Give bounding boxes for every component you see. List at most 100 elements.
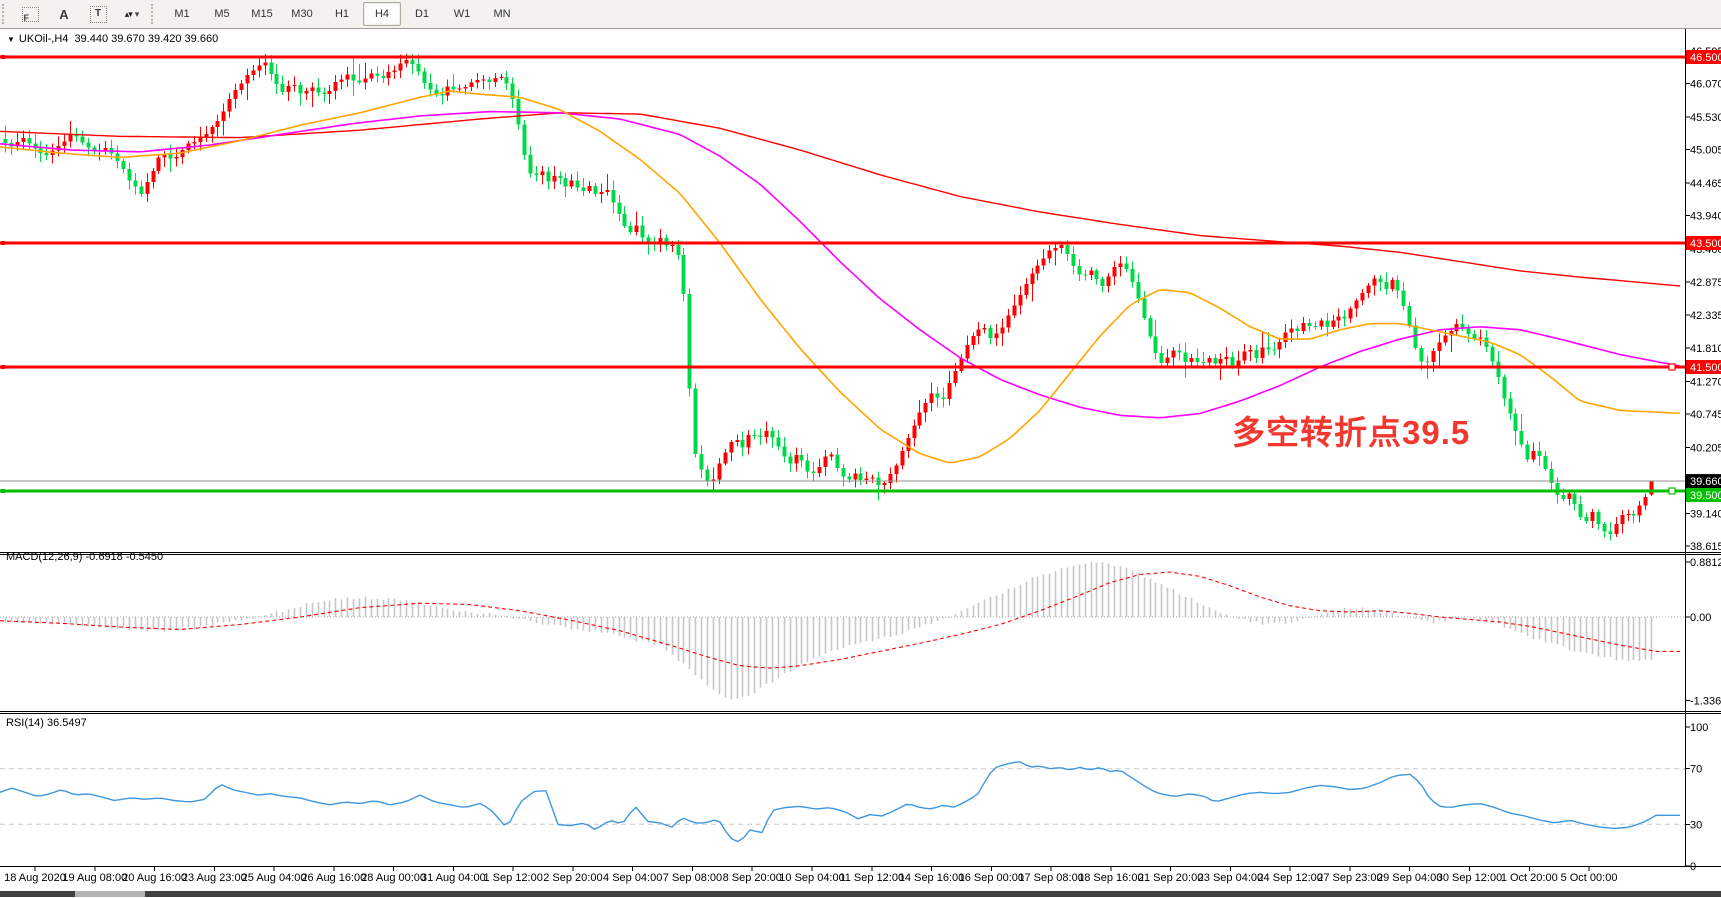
text-label-tool-icon[interactable]: T (82, 2, 114, 26)
svg-text:39.500: 39.500 (1690, 490, 1721, 502)
svg-text:1 Oct 20:00: 1 Oct 20:00 (1501, 872, 1558, 884)
ma-magenta-line (0, 110, 1681, 419)
svg-text:10 Sep 04:00: 10 Sep 04:00 (779, 872, 844, 884)
svg-text:30: 30 (1690, 819, 1702, 831)
level-right-handle[interactable] (1668, 487, 1676, 495)
chart-title: ▼ UKOil-,H4 39.440 39.670 39.420 39.660 (7, 33, 218, 45)
level-left-handle[interactable] (1, 241, 5, 245)
svg-text:41.270: 41.270 (1690, 376, 1721, 388)
timeframe-button-m15[interactable]: M15 (251, 8, 273, 20)
svg-text:28 Aug 00:00: 28 Aug 00:00 (361, 872, 426, 884)
svg-text:38.615: 38.615 (1690, 541, 1721, 553)
arrows-glyph: ▴▾ (124, 8, 133, 19)
price-axis[interactable]: 46.59546.07045.53045.00544.46543.94043.4… (1686, 46, 1721, 873)
svg-text:42.335: 42.335 (1690, 310, 1721, 322)
svg-text:23 Sep 04:00: 23 Sep 04:00 (1198, 872, 1263, 884)
candles (3, 53, 1654, 541)
panel-borders (0, 28, 1721, 867)
svg-text:2 Sep 20:00: 2 Sep 20:00 (543, 872, 602, 884)
chart-annotation-text: 多空转折点39.5 (1232, 414, 1471, 451)
symbol-period-label: UKOil-,H4 (18, 33, 69, 45)
timeframe-button-m1[interactable]: M1 (174, 8, 190, 20)
svg-text:18 Sep 16:00: 18 Sep 16:00 (1078, 872, 1143, 884)
svg-text:41.810: 41.810 (1690, 343, 1721, 355)
svg-text:30 Sep 12:00: 30 Sep 12:00 (1437, 872, 1502, 884)
rsi-line (0, 761, 1680, 843)
svg-text:24 Sep 12:00: 24 Sep 12:00 (1257, 872, 1322, 884)
timeframe-button-w1[interactable]: W1 (453, 8, 471, 20)
timeframe-button-m30[interactable]: M30 (291, 8, 313, 20)
svg-text:46.500: 46.500 (1690, 52, 1721, 64)
svg-text:25 Aug 04:00: 25 Aug 04:00 (242, 872, 307, 884)
level-left-handle[interactable] (1, 365, 5, 369)
svg-text:16 Sep 00:00: 16 Sep 00:00 (959, 872, 1024, 884)
ma-orange-line (0, 90, 1681, 464)
macd-values: -0.6918 -0.5450 (85, 551, 164, 563)
svg-text:1 Sep 12:00: 1 Sep 12:00 (483, 872, 542, 884)
macd-signal-line (0, 571, 1680, 669)
timeframe-button-d1[interactable]: D1 (414, 8, 430, 20)
main-price-panel[interactable] (0, 53, 1685, 541)
text-label-glyph: T (89, 5, 107, 23)
text-tool-glyph: A (59, 6, 69, 22)
arrows-tool-icon[interactable]: ▴▾ ▾ (116, 2, 148, 26)
svg-text:23 Aug 23:00: 23 Aug 23:00 (182, 872, 247, 884)
toolbar: F A T ▴▾ ▾ M1 M5 M15 M30 H1 H4 D1 W1 MN (0, 0, 1721, 29)
svg-text:0.8812: 0.8812 (1690, 557, 1721, 569)
svg-text:20 Aug 16:00: 20 Aug 16:00 (122, 872, 187, 884)
svg-text:8 Sep 20:00: 8 Sep 20:00 (723, 872, 782, 884)
svg-text:39.660: 39.660 (1690, 476, 1721, 488)
svg-text:45.005: 45.005 (1690, 145, 1721, 157)
macd-name: MACD(12,26,9) (6, 551, 83, 563)
svg-text:11 Sep 12:00: 11 Sep 12:00 (839, 872, 904, 884)
timeframe-button-group: M1 M5 M15 M30 H1 H4 D1 W1 MN (162, 2, 522, 26)
scrollbar-thumb[interactable] (75, 891, 145, 897)
svg-text:39.140: 39.140 (1690, 508, 1721, 520)
rsi-name: RSI(14) (6, 717, 44, 729)
svg-text:18 Aug 2020: 18 Aug 2020 (4, 872, 66, 884)
timeframe-button-mn[interactable]: MN (493, 8, 511, 20)
horizontal-scrollbar[interactable] (0, 891, 1721, 897)
fibonacci-tool-icon[interactable]: F (14, 2, 46, 26)
timeframe-button-m5[interactable]: M5 (214, 8, 230, 20)
timeframe-button-h1[interactable]: H1 (334, 8, 350, 20)
level-left-handle[interactable] (1, 55, 5, 59)
svg-text:46.070: 46.070 (1690, 79, 1721, 91)
svg-text:40.745: 40.745 (1690, 409, 1721, 421)
chart-dropdown-icon[interactable]: ▼ (7, 35, 15, 44)
svg-text:5 Oct 00:00: 5 Oct 00:00 (1561, 872, 1618, 884)
chevron-down-icon[interactable]: ▾ (134, 8, 140, 19)
svg-text:-1.3368: -1.3368 (1690, 696, 1721, 708)
svg-text:70: 70 (1690, 764, 1702, 776)
svg-text:7 Sep 08:00: 7 Sep 08:00 (663, 872, 722, 884)
svg-text:45.530: 45.530 (1690, 112, 1721, 124)
toolbar-grip[interactable] (2, 4, 9, 24)
rsi-value: 36.5497 (46, 717, 87, 729)
level-right-handle[interactable] (1668, 363, 1676, 371)
level-left-handle[interactable] (1, 489, 5, 493)
svg-text:27 Sep 23:00: 27 Sep 23:00 (1317, 872, 1382, 884)
svg-text:4 Sep 04:00: 4 Sep 04:00 (603, 872, 662, 884)
text-tool-icon[interactable]: A (48, 2, 80, 26)
macd-panel[interactable] (0, 561, 1685, 700)
svg-text:29 Sep 04:00: 29 Sep 04:00 (1377, 872, 1442, 884)
svg-text:14 Sep 16:00: 14 Sep 16:00 (899, 872, 964, 884)
svg-text:100: 100 (1690, 722, 1708, 734)
fibonacci-glyph-box: F (21, 6, 39, 23)
ohlc-values: 39.440 39.670 39.420 39.660 (74, 33, 219, 45)
timeframe-button-h4[interactable]: H4 (363, 2, 401, 26)
toolbar-grip[interactable] (151, 4, 158, 24)
svg-text:21 Sep 20:00: 21 Sep 20:00 (1138, 872, 1203, 884)
svg-text:42.875: 42.875 (1690, 277, 1721, 289)
svg-text:44.465: 44.465 (1690, 178, 1721, 190)
macd-histogram (4, 561, 1653, 700)
svg-text:43.940: 43.940 (1690, 211, 1721, 223)
rsi-panel[interactable] (0, 761, 1685, 843)
svg-text:41.500: 41.500 (1690, 362, 1721, 374)
svg-text:19 Aug 08:00: 19 Aug 08:00 (62, 872, 127, 884)
rsi-indicator-label: RSI(14) 36.5497 (6, 717, 87, 729)
svg-text:40.205: 40.205 (1690, 442, 1721, 454)
